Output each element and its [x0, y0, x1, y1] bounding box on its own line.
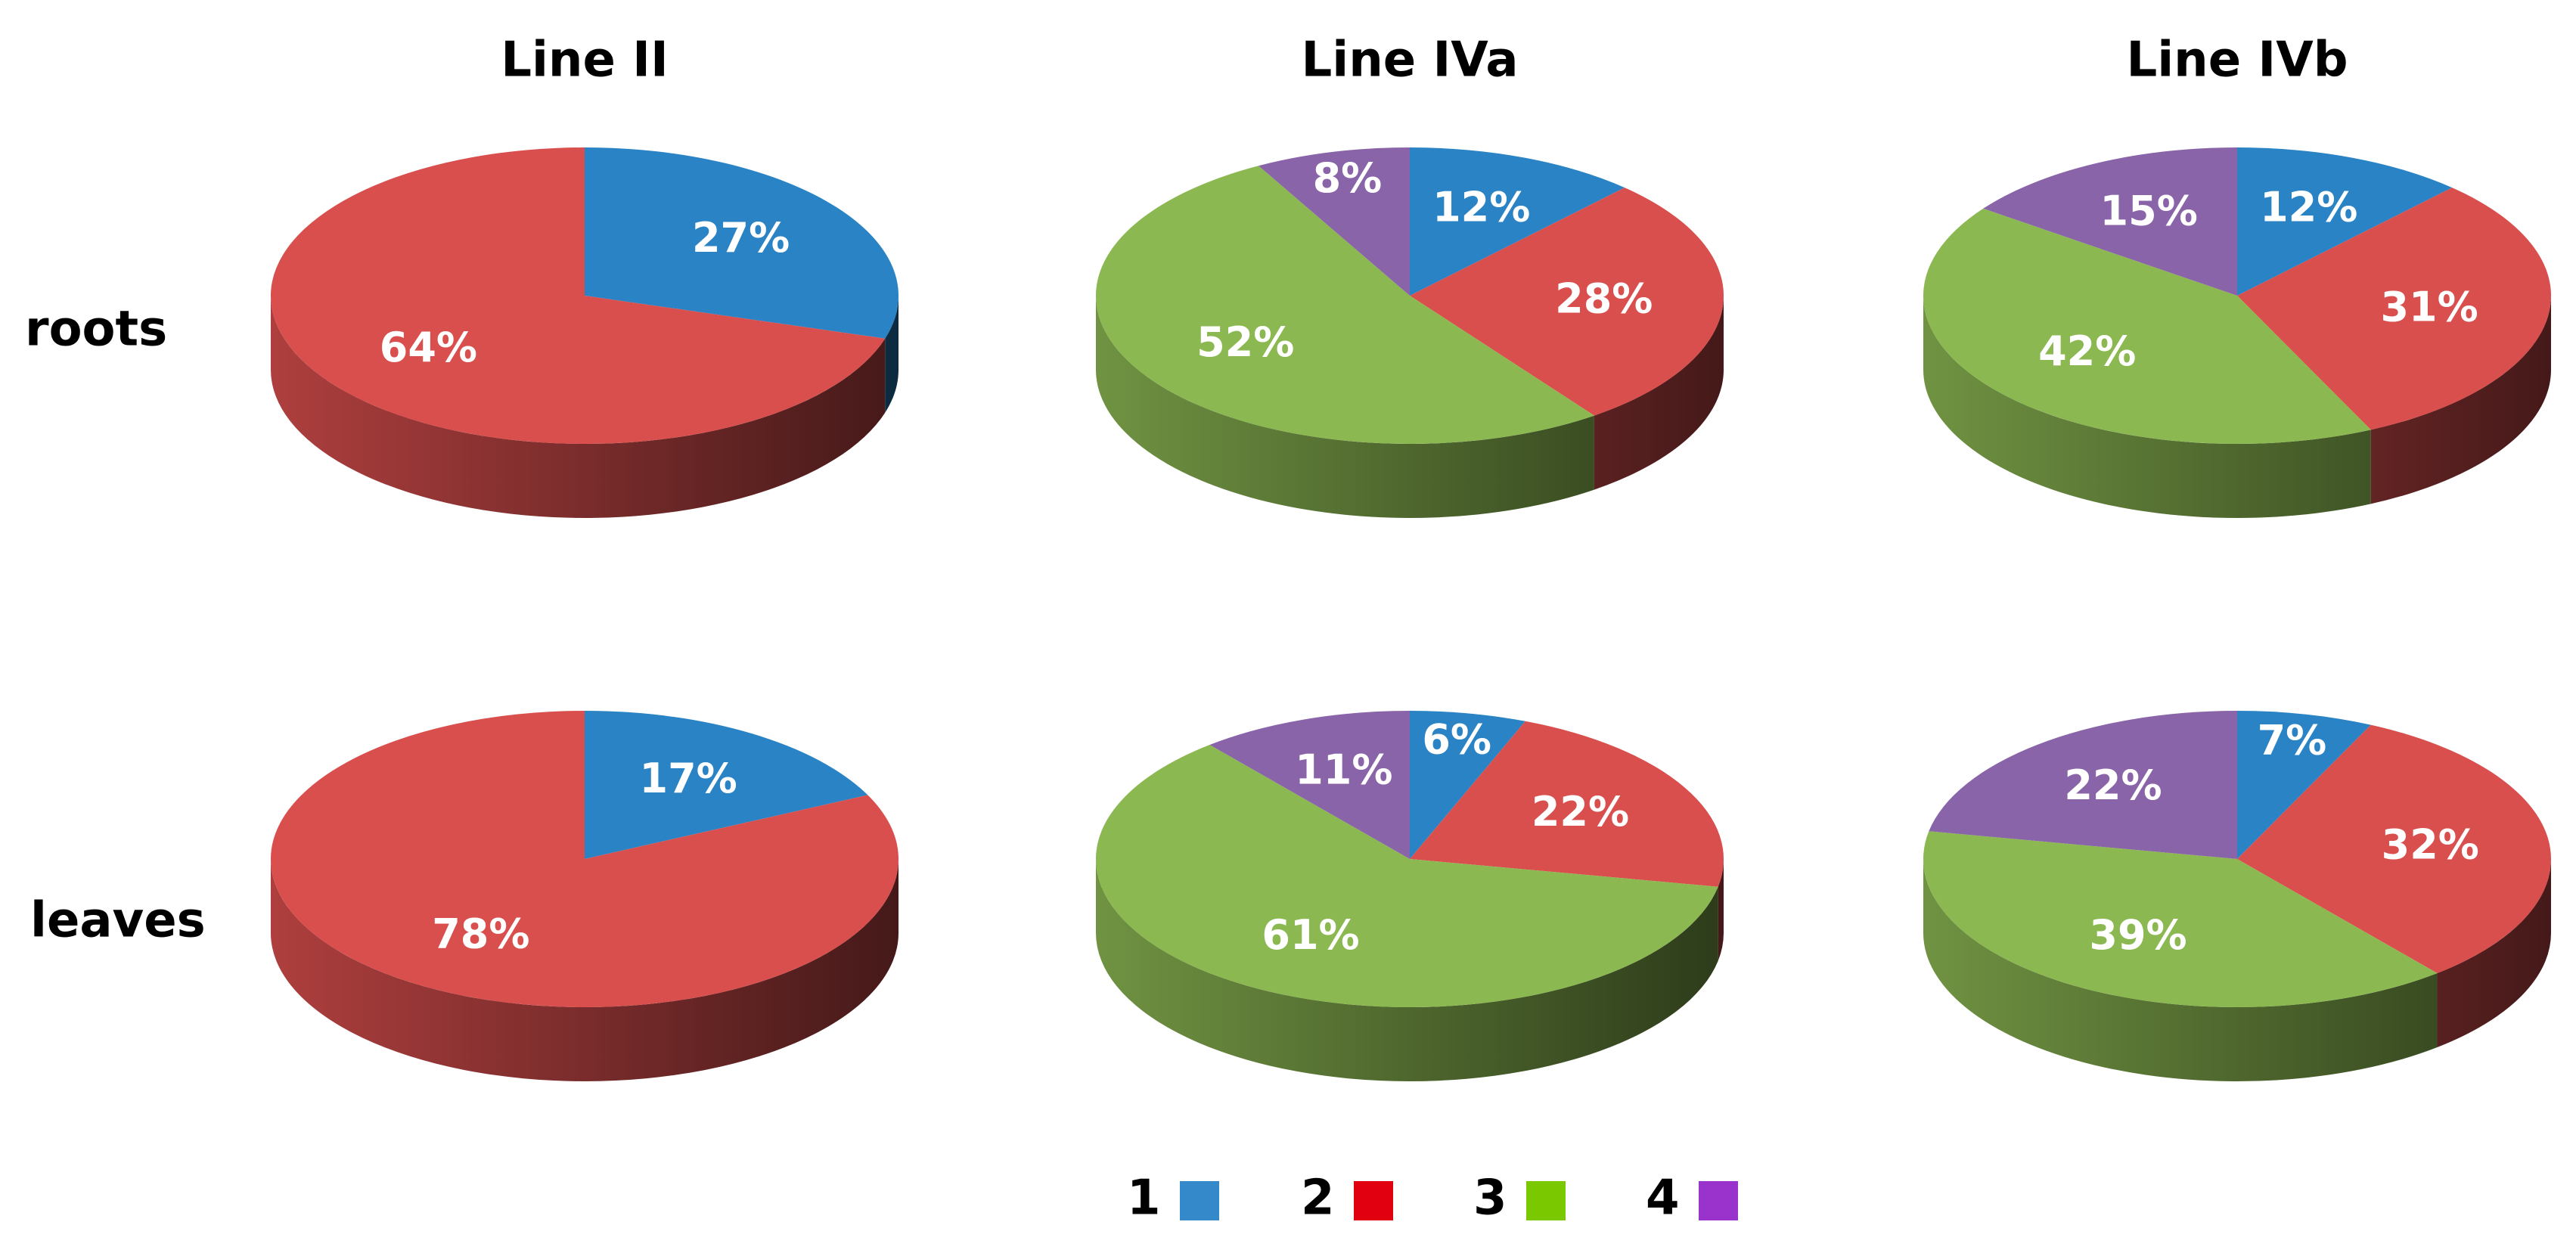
pie-slice	[1096, 166, 1594, 445]
pie-slice	[1410, 721, 1724, 887]
column-title: Line II	[501, 33, 669, 88]
pie-slice	[1410, 147, 1625, 296]
pie-slice	[2237, 188, 2552, 430]
legend-swatch	[1526, 1181, 1566, 1220]
value-label: 61%	[1262, 911, 1359, 959]
pie-wall	[271, 859, 898, 1081]
pie-wall	[1718, 859, 1724, 961]
pie-slice	[2237, 724, 2552, 974]
value-label: 6%	[1422, 716, 1491, 764]
pie-slice	[2237, 147, 2453, 296]
pie-slice	[585, 147, 899, 339]
value-label: 22%	[1532, 788, 1629, 836]
pie: 12% 28% 52% 8%	[1095, 147, 1724, 519]
value-label: 8%	[1313, 154, 1383, 202]
pie-wall	[1095, 296, 1594, 519]
pie-wall	[271, 296, 886, 518]
pie-wall	[1923, 859, 2438, 1082]
pie: 17% 78%	[271, 711, 899, 1081]
value-label: 22%	[2064, 761, 2162, 809]
pie-slice	[1410, 711, 1525, 859]
pie-slice	[1096, 744, 1718, 1007]
pie: 7% 32% 39% 22%	[1923, 711, 2552, 1082]
value-label: 31%	[2380, 284, 2478, 331]
pie-wall	[2437, 859, 2551, 1048]
pie-slice	[2237, 711, 2371, 859]
pie-slice	[1923, 208, 2371, 445]
row-label: roots	[25, 302, 167, 358]
value-label: 39%	[2089, 911, 2186, 959]
value-label: 12%	[2260, 184, 2357, 231]
value-label: 52%	[1196, 318, 1294, 366]
pie: 12% 31% 42% 15%	[1923, 147, 2552, 519]
pie-slice	[1259, 147, 1410, 296]
pie-slice	[1983, 147, 2237, 296]
value-label: 12%	[1432, 184, 1530, 231]
pie-slice	[271, 711, 899, 1007]
legend-label: 4	[1646, 1171, 1680, 1226]
pie-slice	[1209, 711, 1410, 859]
value-label: 15%	[2100, 187, 2198, 234]
pie-slice	[271, 147, 886, 444]
value-label: 28%	[1555, 274, 1653, 322]
value-label: 27%	[692, 214, 790, 262]
pie-wall	[1594, 296, 1724, 490]
pie-slice	[1410, 188, 1724, 416]
value-label: 42%	[2038, 327, 2136, 375]
row-label: leaves	[30, 893, 206, 949]
pie: 27% 64%	[271, 147, 899, 518]
legend-swatch	[1699, 1181, 1738, 1220]
column-title: Line IVa	[1302, 33, 1519, 88]
pie-slice	[1929, 711, 2237, 859]
value-label: 78%	[432, 910, 529, 957]
value-label: 11%	[1295, 746, 1392, 793]
legend-label: 1	[1127, 1171, 1161, 1226]
pie-wall	[1923, 296, 2371, 519]
legend-swatch	[1354, 1181, 1393, 1220]
value-label: 32%	[2382, 820, 2479, 868]
legend-swatch	[1180, 1181, 1219, 1220]
pie-slice	[1923, 831, 2438, 1007]
legend-label: 2	[1301, 1171, 1335, 1226]
pie-wall	[885, 296, 898, 413]
legend-label: 3	[1473, 1171, 1507, 1226]
value-label: 17%	[640, 755, 737, 802]
value-label: 64%	[380, 324, 477, 371]
value-label: 7%	[2258, 717, 2327, 764]
column-title: Line IVb	[2126, 33, 2348, 88]
pie-wall	[2370, 296, 2551, 504]
pie-wall	[1096, 859, 1718, 1081]
pie: 6% 22% 61% 11%	[1096, 711, 1724, 1081]
pie-slice	[585, 711, 868, 859]
